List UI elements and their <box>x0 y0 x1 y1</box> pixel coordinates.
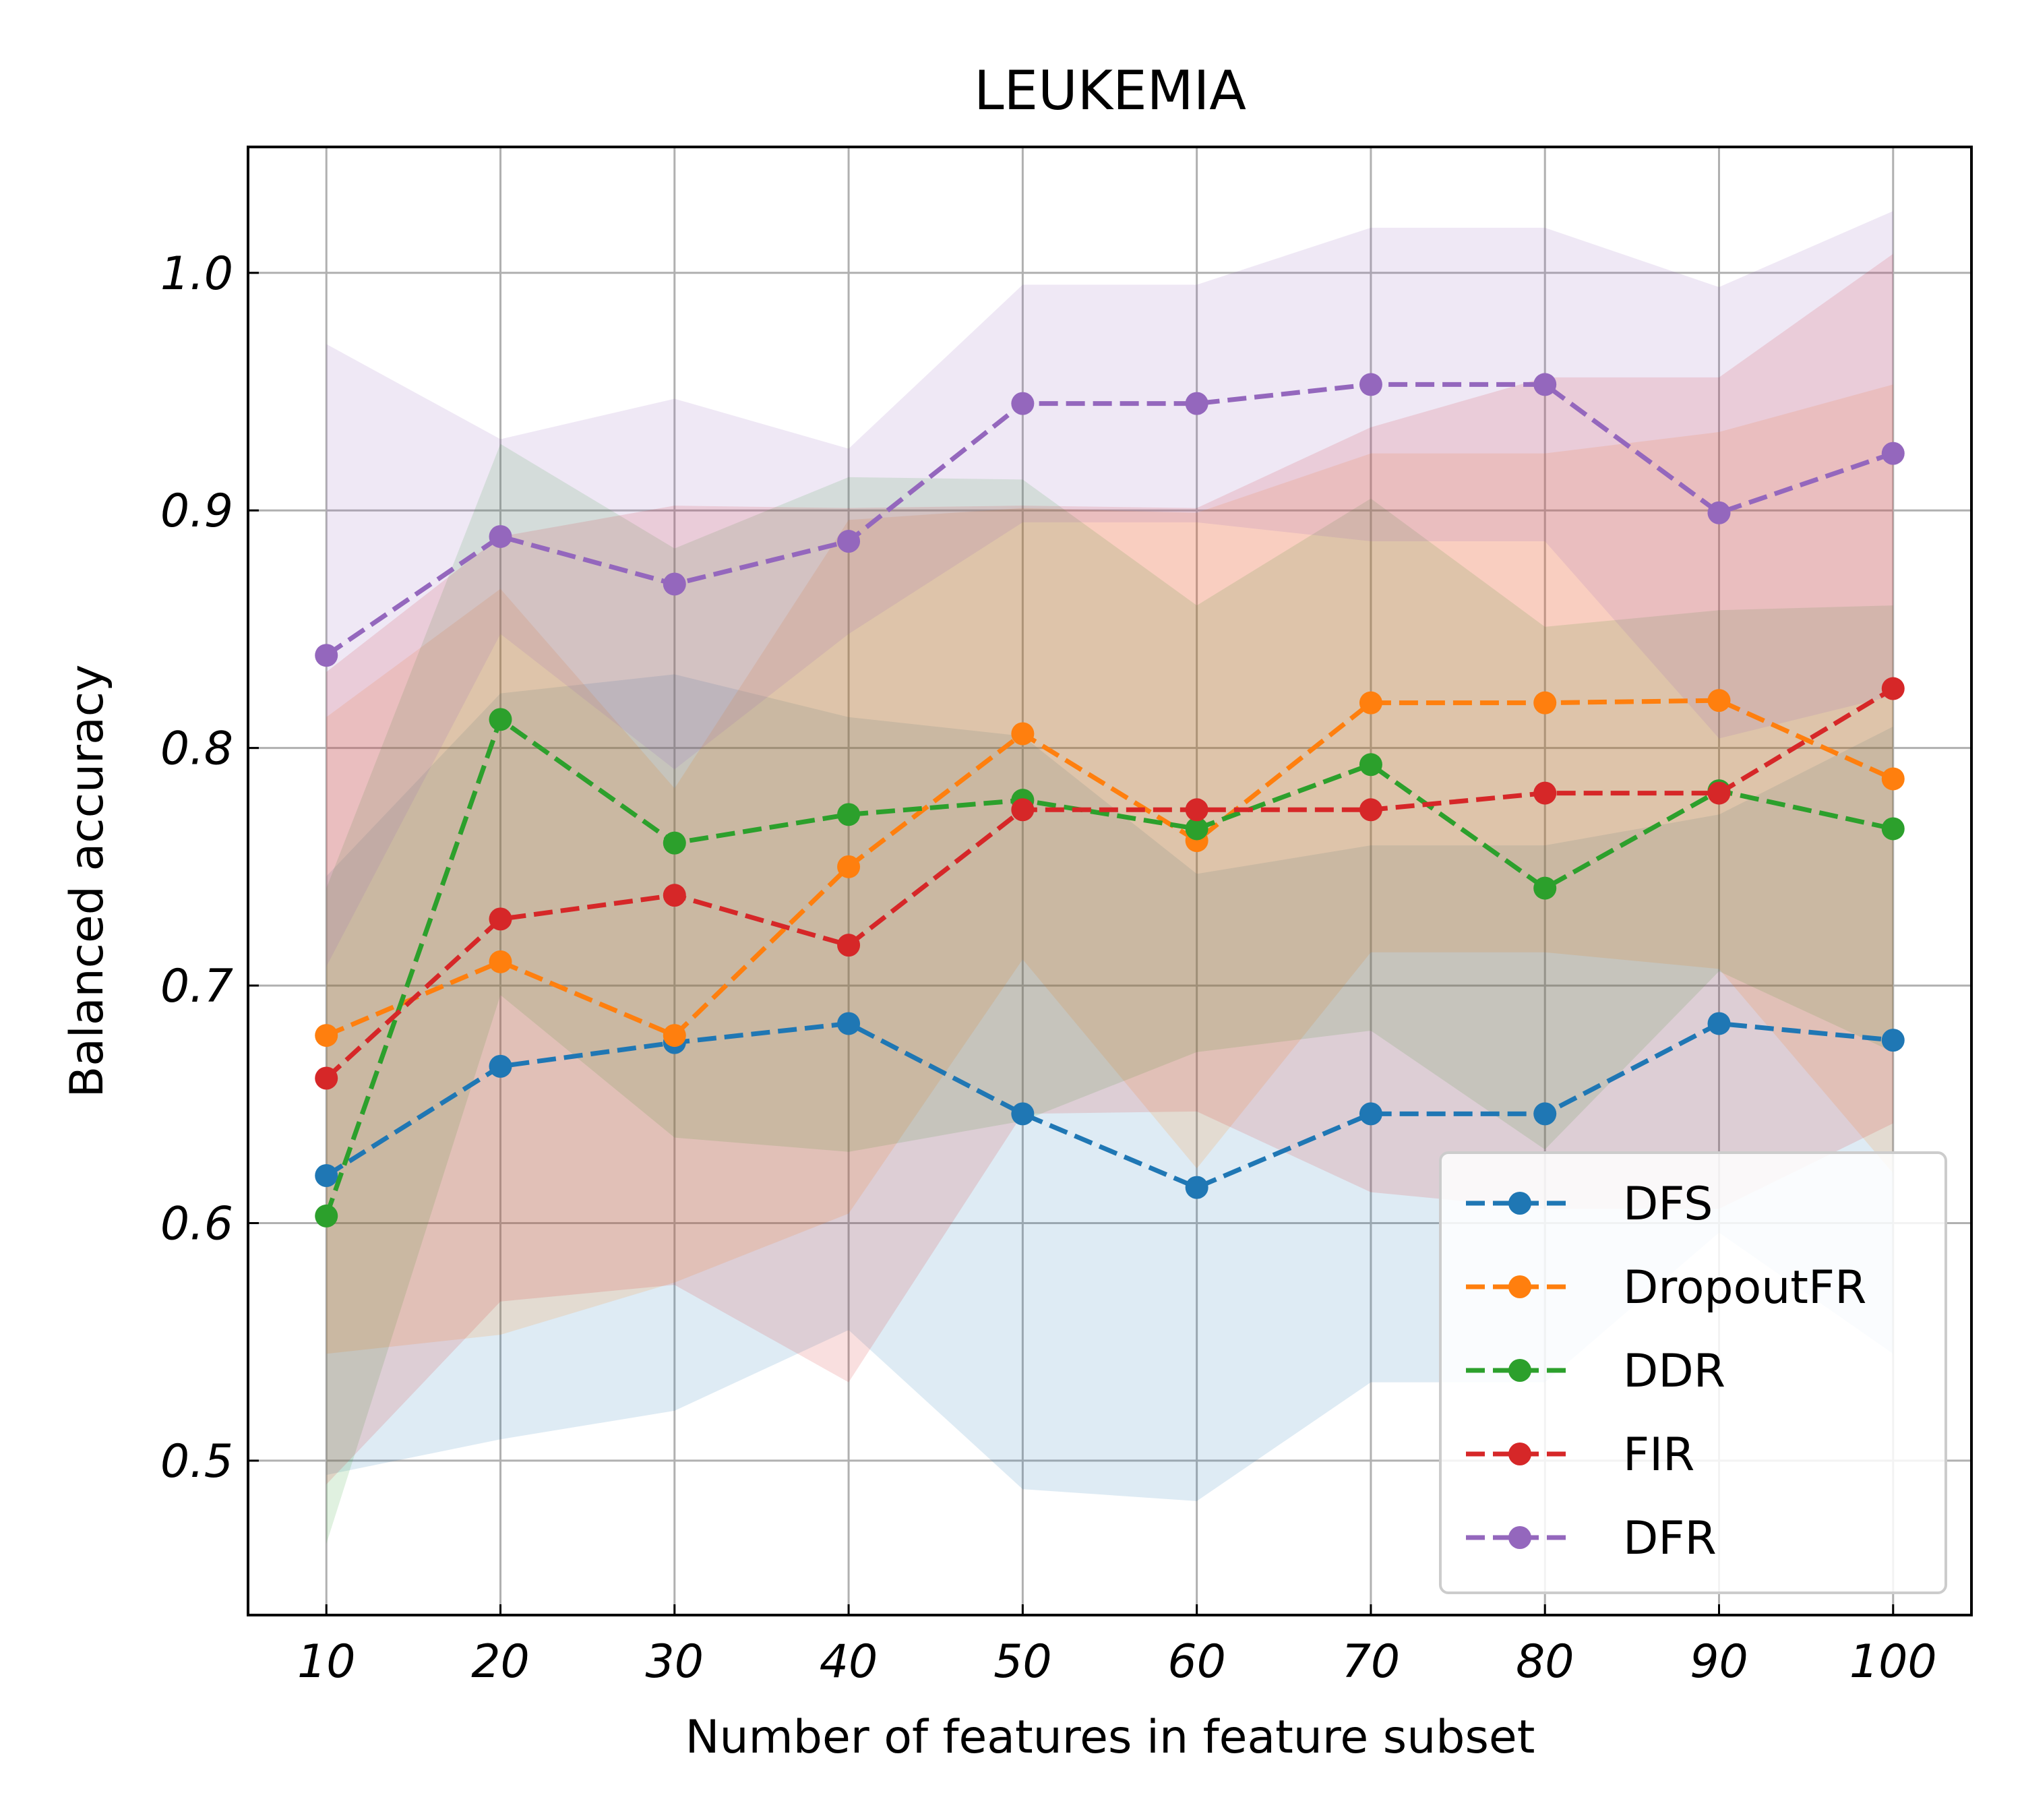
data-point <box>1011 1102 1035 1126</box>
data-point <box>1533 781 1557 805</box>
data-point <box>1185 392 1208 415</box>
legend-box <box>1439 1151 1947 1594</box>
y-tick-label: 0.9 <box>160 485 233 538</box>
series-line <box>324 717 1894 1217</box>
data-point <box>1359 1102 1382 1126</box>
data-point <box>1881 817 1905 841</box>
data-point <box>1881 442 1905 465</box>
data-point <box>837 1012 861 1035</box>
band-dfr <box>326 211 1893 967</box>
chart-title: LEUKEMIA <box>974 59 1246 122</box>
data-point <box>1881 677 1905 700</box>
legend-item-dfs: DFS <box>1466 1178 1713 1231</box>
data-point <box>1707 501 1731 524</box>
x-tick-label: 50 <box>993 1635 1052 1689</box>
data-point <box>1011 722 1035 746</box>
data-point <box>315 1204 338 1227</box>
data-point <box>489 1054 512 1078</box>
data-point <box>1359 691 1382 715</box>
data-point <box>1359 798 1382 822</box>
data-point <box>315 1066 338 1090</box>
band-dropoutfr <box>326 384 1893 1354</box>
band-ddr <box>326 444 1893 1544</box>
data-point <box>1185 817 1208 841</box>
data-point <box>1533 373 1557 396</box>
x-tick-label: 40 <box>820 1635 878 1689</box>
legend-label: FIR <box>1623 1428 1694 1482</box>
data-point <box>1185 1176 1208 1199</box>
legend-label: DFS <box>1623 1178 1713 1231</box>
data-point <box>837 530 861 553</box>
data-point <box>315 1164 338 1188</box>
data-point <box>1011 798 1035 822</box>
series-dfr <box>315 373 1905 667</box>
data-point <box>1707 689 1731 712</box>
x-tick-label: 20 <box>471 1635 530 1689</box>
data-point <box>1707 1012 1731 1035</box>
data-point <box>1881 1029 1905 1052</box>
data-point <box>663 884 686 907</box>
legend-item-fir: FIR <box>1466 1428 1694 1482</box>
data-point <box>837 803 861 826</box>
data-point <box>489 708 512 731</box>
x-tick-label: 80 <box>1516 1635 1574 1689</box>
data-point <box>1533 876 1557 900</box>
data-point <box>1359 753 1382 777</box>
series-line <box>324 686 1895 1081</box>
data-point <box>1011 392 1035 415</box>
x-tick-label: 60 <box>1167 1635 1226 1689</box>
y-tick-label: 0.8 <box>160 723 233 776</box>
legend-label: DDR <box>1623 1345 1725 1398</box>
data-point <box>663 831 686 855</box>
y-tick-label: 1.0 <box>160 247 233 301</box>
x-tick-label: 30 <box>646 1635 704 1689</box>
y-tick-label: 0.7 <box>160 960 233 1013</box>
data-point <box>489 524 512 548</box>
x-axis-label: Number of features in feature subset <box>685 1711 1535 1764</box>
axis-ticks: 10 20 30 40 50 60 70 80 90 100 0.5 0.6 0.7 0.8 0.9 1.0 <box>160 247 1937 1689</box>
legend-marker <box>1508 1192 1531 1215</box>
x-tick-label: 100 <box>1849 1635 1937 1689</box>
y-tick-label: 0.6 <box>160 1197 233 1250</box>
data-point <box>1359 373 1382 396</box>
legend-item-dfr: DFR <box>1466 1512 1717 1565</box>
series-fir <box>315 677 1905 1090</box>
data-point <box>1533 691 1557 715</box>
plot-area-frame <box>247 146 1973 1616</box>
series-line <box>325 382 1894 658</box>
legend-item-ddr: DDR <box>1466 1345 1725 1398</box>
legend: DFS DropoutFR DDR FIR DFR <box>1439 1151 1947 1594</box>
series-dropoutfr <box>315 689 1905 1048</box>
data-point <box>837 934 861 957</box>
series-line <box>325 1021 1894 1190</box>
data-point <box>663 572 686 596</box>
legend-label: DFR <box>1623 1512 1717 1565</box>
data-point <box>315 644 338 667</box>
legend-label: DropoutFR <box>1623 1261 1866 1314</box>
legend-marker <box>1508 1275 1531 1298</box>
series-line <box>325 698 1895 1038</box>
series-lines <box>315 373 1905 1227</box>
x-tick-label: 10 <box>297 1635 356 1689</box>
data-point <box>489 950 512 973</box>
data-point <box>1881 767 1905 791</box>
x-tick-label: 90 <box>1690 1635 1748 1689</box>
data-point <box>489 907 512 931</box>
data-point <box>663 1024 686 1048</box>
legend-marker <box>1508 1443 1531 1465</box>
data-point <box>837 855 861 878</box>
x-tick-label: 70 <box>1342 1635 1401 1689</box>
y-tick-label: 0.5 <box>160 1435 233 1488</box>
legend-marker <box>1508 1359 1531 1382</box>
legend-marker <box>1508 1526 1531 1549</box>
legend-item-dropoutfr: DropoutFR <box>1466 1261 1866 1314</box>
data-point <box>1185 798 1208 822</box>
y-axis-label: Balanced accuracy <box>61 665 114 1098</box>
data-point <box>315 1024 338 1048</box>
data-point <box>1707 781 1731 805</box>
data-point <box>1533 1102 1557 1126</box>
